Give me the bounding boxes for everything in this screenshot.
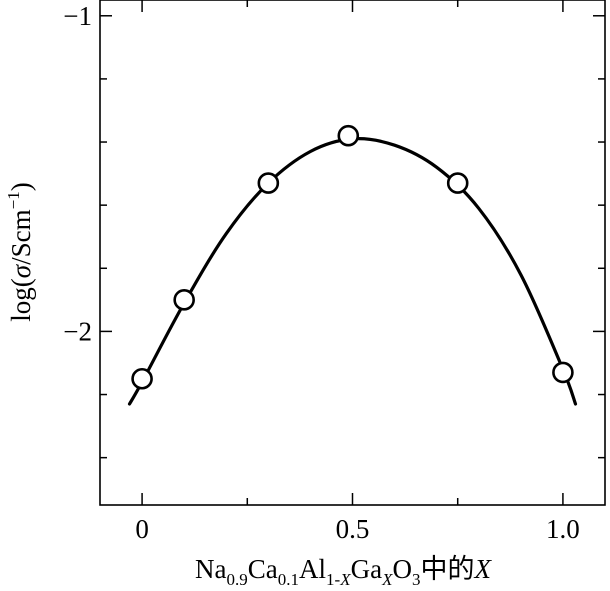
y-tick-label: −2 [63, 316, 92, 346]
data-point [446, 172, 469, 194]
data-points [131, 124, 574, 390]
data-point [552, 361, 574, 384]
fit-curve [127, 137, 578, 406]
x-tick-label: 0.5 [336, 514, 370, 544]
x-tick-label: 1.0 [546, 514, 580, 544]
axis-ticks [100, 0, 605, 505]
axis-labels: 0 0.5 1.0 −1 −2 Na0.9Ca0.1Al1-XGaXO3中的X log(σ/… [4, 1, 580, 589]
data-point [173, 289, 195, 311]
data-point [337, 124, 360, 147]
x-axis-label: Na0.9Ca0.1Al1-XGaXO3中的X [195, 554, 492, 586]
data-point [131, 367, 153, 390]
plot-frame [99, 0, 606, 506]
y-axis-label: log(σ/Scm−1) [4, 182, 36, 321]
y-tick-label: −1 [63, 1, 92, 31]
fit-curve-layer [127, 137, 578, 406]
x-tick-label: 0 [135, 514, 149, 544]
data-point [257, 172, 280, 194]
